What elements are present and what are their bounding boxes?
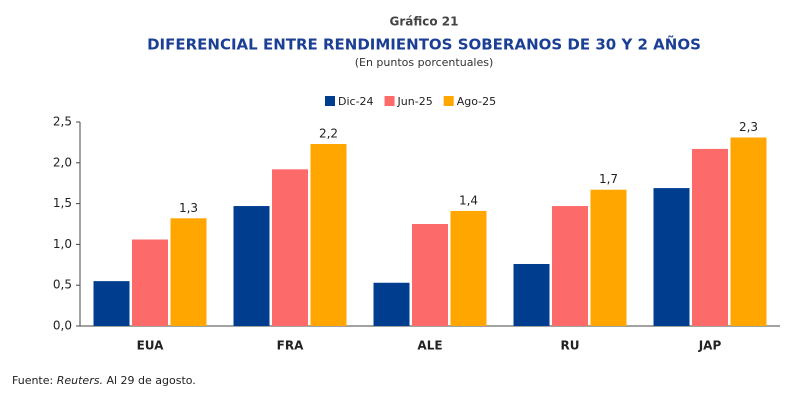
bar	[590, 189, 627, 326]
chart-title: DIFERENCIAL ENTRE RENDIMIENTOS SOBERANOS…	[147, 35, 701, 54]
data-label: 2,2	[319, 127, 338, 141]
data-label: 1,3	[179, 201, 198, 215]
bar	[552, 206, 588, 326]
x-tick-label: EUA	[137, 339, 165, 353]
legend-swatch	[443, 96, 454, 106]
chart-kicker: Gráfico 21	[390, 15, 459, 29]
bar	[730, 137, 767, 326]
x-tick-label: FRA	[277, 339, 304, 353]
y-tick-label: 2,0	[53, 155, 72, 169]
data-label: 1,4	[459, 193, 478, 207]
x-tick-label: RU	[561, 339, 580, 353]
source: Fuente: Reuters. Al 29 de agosto.	[12, 374, 196, 387]
bar	[170, 218, 207, 326]
bar	[513, 263, 550, 326]
y-tick-label: 2,5	[53, 115, 72, 129]
y-tick-label: 1,5	[53, 196, 72, 210]
source-publisher: Reuters.	[57, 374, 103, 387]
bar	[93, 281, 130, 326]
source-prefix: Fuente:	[12, 374, 53, 387]
bar	[412, 224, 448, 326]
bar	[373, 282, 410, 326]
chart-subtitle: (En puntos porcentuales)	[355, 56, 494, 69]
bar	[310, 144, 347, 326]
data-label: 2,3	[739, 120, 758, 134]
x-tick-label: ALE	[417, 339, 442, 353]
bar	[272, 169, 308, 326]
x-tick-label: JAP	[698, 339, 722, 353]
bar	[132, 239, 168, 326]
legend-label: Ago-25	[457, 95, 496, 108]
bar	[450, 210, 487, 326]
legend-label: Jun-25	[397, 95, 433, 108]
y-tick-label: 0,0	[53, 319, 72, 333]
data-label: 1,7	[599, 172, 618, 186]
source-note: Al 29 de agosto.	[106, 374, 195, 387]
legend-label: Dic-24	[338, 95, 374, 108]
bar	[233, 206, 270, 326]
legend-swatch	[325, 96, 335, 106]
y-tick-label: 0,5	[53, 278, 72, 292]
legend-swatch	[384, 96, 395, 106]
y-tick-label: 1,0	[53, 237, 72, 251]
bar	[653, 188, 690, 326]
bar	[692, 148, 728, 326]
